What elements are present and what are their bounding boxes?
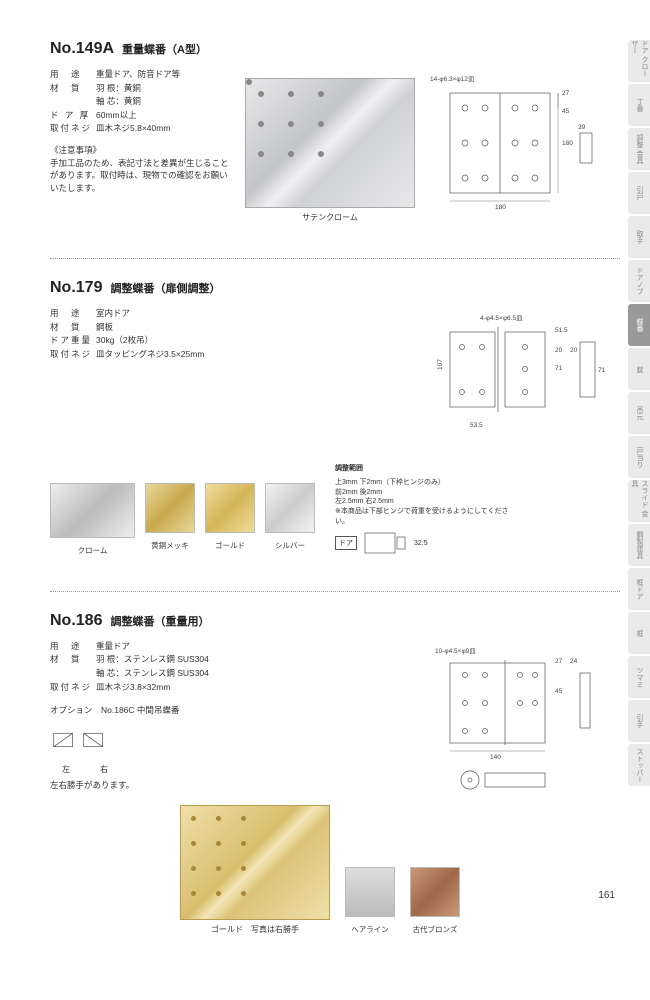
right-label: 右: [100, 764, 108, 775]
door-label: ドア: [335, 536, 357, 550]
svg-text:45: 45: [555, 688, 563, 695]
product-title: 調整蝶番（重量用）: [110, 613, 209, 629]
spec-block: 用 途重量ドア 材 質羽 根：ステンレス鋼 SUS304 軸 芯：ステンレス鋼 …: [50, 640, 230, 694]
svg-text:53.5: 53.5: [470, 422, 483, 429]
side-tab[interactable]: 框: [628, 612, 650, 654]
door-detail-icon: [363, 531, 408, 556]
spec-block: 用 途室内ドア 材 質鋼板 ドア重量30kg（2枚吊） 取付ネジ皿タッピングネジ…: [50, 307, 230, 361]
side-tab[interactable]: ストッパー: [628, 744, 650, 786]
photo-caption: ゴールド 写真は右勝手: [211, 924, 299, 935]
technical-drawing: 10-φ4.5×φ9皿 140 27 24 45: [430, 645, 610, 795]
svg-text:180: 180: [495, 204, 506, 211]
svg-text:20: 20: [570, 347, 578, 354]
side-tab[interactable]: 蝶番: [628, 304, 650, 346]
svg-text:24: 24: [570, 658, 578, 665]
product-photo: [245, 78, 415, 208]
product-note: 手加工品のため、表記寸法と差異が生じることがあります。取付時は、現物での確認をお…: [50, 157, 230, 195]
side-tab[interactable]: 丁番: [628, 84, 650, 126]
svg-text:39: 39: [578, 124, 586, 131]
product-number: No.179: [50, 279, 102, 297]
side-tab[interactable]: 錠: [628, 348, 650, 390]
svg-text:4-φ4.5×φ6.5皿: 4-φ4.5×φ6.5皿: [480, 314, 523, 322]
side-tab[interactable]: 取手: [628, 216, 650, 258]
side-tab[interactable]: ツマミ: [628, 656, 650, 698]
product-title: 調整蝶番（扉側調整）: [110, 280, 220, 296]
side-tab[interactable]: ドアノブ: [628, 260, 650, 302]
side-tab[interactable]: 框ドア: [628, 568, 650, 610]
swatch-image: [205, 483, 255, 533]
product-title: 重量蝶番（A型）: [122, 41, 207, 57]
swatch-image: [265, 483, 315, 533]
product-number: No.149A: [50, 40, 114, 58]
svg-text:45: 45: [562, 108, 570, 115]
side-tab[interactable]: 調整 金具: [628, 128, 650, 170]
side-tab[interactable]: ドア クローザー: [628, 40, 650, 82]
svg-text:71: 71: [555, 365, 563, 372]
product-header: No.186 調整蝶番（重量用）: [50, 612, 620, 630]
side-tab[interactable]: 吊元: [628, 392, 650, 434]
dim-label: 14-φ6.3×φ12皿: [430, 75, 475, 83]
svg-text:140: 140: [490, 754, 501, 761]
swatch-image: [50, 483, 135, 538]
page-number: 161: [598, 890, 615, 901]
swatch-item: 黄銅メッキ: [145, 483, 195, 556]
spec-block: 用 途重量ドア、防音ドア等 材 質羽 根：黄銅 軸 芯：黄銅 ド ア 厚60mm…: [50, 68, 230, 136]
svg-text:10-φ4.5×φ9皿: 10-φ4.5×φ9皿: [435, 647, 476, 655]
swatch-image: [145, 483, 195, 533]
product-section-179: No.179 調整蝶番（扉側調整） 用 途室内ドア 材 質鋼板 ドア重量30kg…: [50, 279, 620, 556]
swatch-item: クローム: [50, 483, 135, 556]
svg-text:27: 27: [555, 658, 563, 665]
handedness-note: 左右勝手があります。: [50, 779, 230, 792]
swatch-image: [345, 867, 395, 917]
option-note: オプション No.186C 中間吊蝶番: [50, 704, 230, 717]
swatch-item: 古代ブロンズ: [410, 867, 460, 935]
photo-caption: サテンクローム: [302, 212, 358, 223]
product-header: No.179 調整蝶番（扉側調整）: [50, 279, 620, 297]
tech-note: 上3mm 下2mm（下枠ヒンジのみ） 前2mm 後2mm 左2.5mm 右2.5…: [335, 478, 515, 527]
side-tabs: ドア クローザー丁番調整 金具引戸取手ドアノブ蝶番錠吊元戸当りスライド 金具鋼製…: [628, 40, 650, 786]
product-section-186: No.186 調整蝶番（重量用） 用 途重量ドア 材 質羽 根：ステンレス鋼 S…: [50, 612, 620, 935]
swatch-image: [410, 867, 460, 917]
tech-note-title: 調整範囲: [335, 464, 515, 474]
product-header: No.149A 重量蝶番（A型）: [50, 40, 620, 58]
swatch-item: ヘアライン: [345, 867, 395, 935]
swatch-item: ゴールド: [205, 483, 255, 556]
handedness-diagram: 左 右 左右勝手があります。: [50, 727, 230, 792]
svg-text:51.5: 51.5: [555, 327, 568, 334]
svg-text:107: 107: [437, 359, 444, 370]
svg-text:20: 20: [555, 347, 563, 354]
product-photo: [180, 805, 330, 920]
section-divider: [50, 591, 620, 592]
swatch-row: クローム 黄銅メッキ ゴールド シルバー: [50, 483, 315, 556]
section-divider: [50, 258, 620, 259]
side-tab[interactable]: 引戸: [628, 172, 650, 214]
svg-text:27: 27: [562, 90, 570, 97]
product-section-149a: No.149A 重量蝶番（A型） 用 途重量ドア、防音ドア等 材 質羽 根：黄銅…: [50, 40, 620, 223]
side-tab[interactable]: 引手: [628, 700, 650, 742]
technical-drawing: 14-φ6.3×φ12皿 180 180 27 45 39: [430, 73, 610, 213]
left-label: 左: [62, 764, 70, 775]
technical-drawing: 4-φ4.5×φ6.5皿 51.5 20 20 71 107 53.5 71: [430, 312, 610, 452]
product-number: No.186: [50, 612, 102, 630]
side-tab[interactable]: 鋼製建具: [628, 524, 650, 566]
door-dim: 32.5: [414, 540, 428, 547]
svg-text:71: 71: [598, 367, 606, 374]
side-tab[interactable]: 戸当り: [628, 436, 650, 478]
note-header: 《注意事項》: [50, 144, 230, 157]
swatch-item: シルバー: [265, 483, 315, 556]
svg-text:180: 180: [562, 140, 573, 147]
side-tab[interactable]: スライド 金具: [628, 480, 650, 522]
